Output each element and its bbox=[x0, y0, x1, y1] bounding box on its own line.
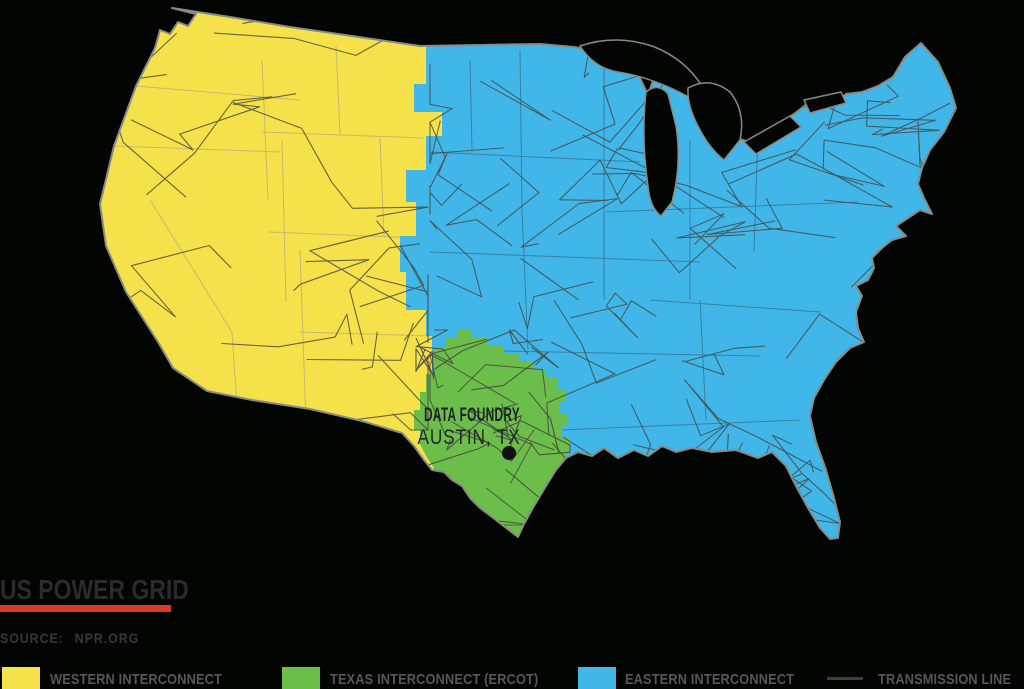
source-value: NPR.ORG bbox=[74, 631, 140, 646]
legend-label-texas: TEXAS INTERCONNECT (ERCOT) bbox=[330, 671, 539, 688]
texas-interconnect-region bbox=[414, 330, 570, 537]
legend-label-eastern: EASTERN INTERCONNECT bbox=[625, 671, 795, 688]
legend-label-western: WESTERN INTERCONNECT bbox=[50, 671, 222, 688]
austin-tx-label: AUSTIN, TX bbox=[418, 426, 521, 449]
data-foundry-label: DATA FOUNDRY bbox=[424, 405, 520, 426]
legend-swatch-eastern bbox=[578, 667, 616, 689]
page-title: US POWER GRID bbox=[0, 574, 189, 605]
legend-swatch-western bbox=[2, 667, 40, 689]
source-label: SOURCE: bbox=[0, 631, 64, 646]
legend-swatch-texas bbox=[282, 667, 320, 689]
legend-transmission-line-sample bbox=[827, 677, 863, 680]
transmission-lines-texas bbox=[415, 329, 571, 515]
austin-location-dot bbox=[502, 446, 516, 460]
great-lakes bbox=[578, 39, 848, 218]
legend-label-transmission: TRANSMISSION LINE bbox=[878, 671, 1012, 688]
us-power-grid-map: DATA FOUNDRY AUSTIN, TX bbox=[99, 7, 957, 540]
title-block: US POWER GRID bbox=[0, 576, 230, 604]
source-attribution: SOURCE: NPR.ORG bbox=[0, 631, 139, 646]
title-underline-bar bbox=[0, 605, 171, 612]
